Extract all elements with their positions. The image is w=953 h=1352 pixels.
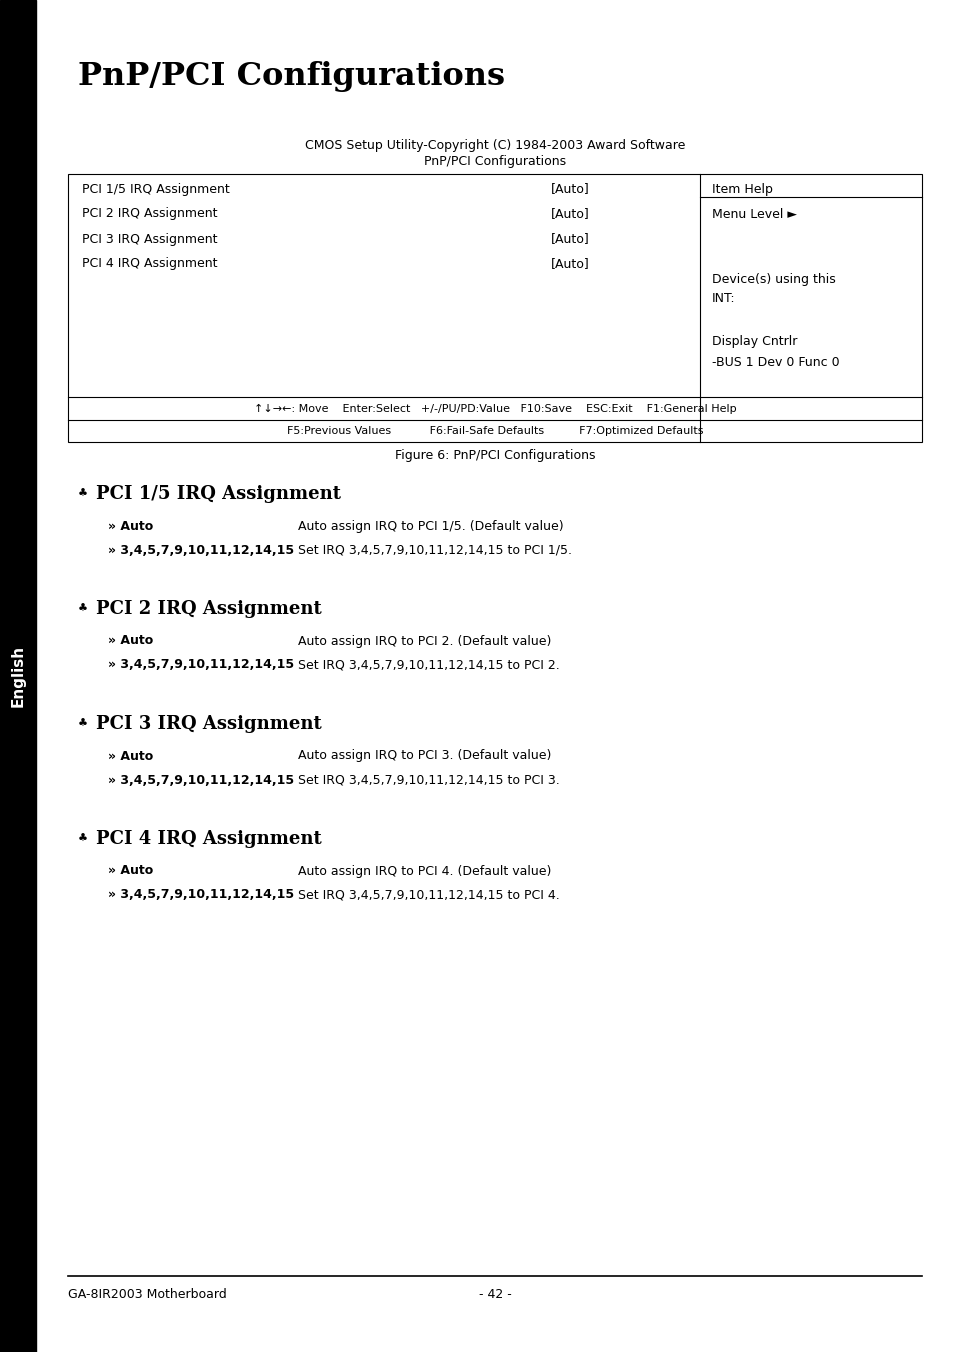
Text: PCI 4 IRQ Assignment: PCI 4 IRQ Assignment — [96, 830, 321, 848]
Text: » Auto: » Auto — [108, 864, 153, 877]
Text: CMOS Setup Utility-Copyright (C) 1984-2003 Award Software: CMOS Setup Utility-Copyright (C) 1984-20… — [305, 138, 684, 151]
Text: [Auto]: [Auto] — [550, 207, 589, 220]
Text: PnP/PCI Configurations: PnP/PCI Configurations — [78, 61, 504, 92]
Text: » 3,4,5,7,9,10,11,12,14,15: » 3,4,5,7,9,10,11,12,14,15 — [108, 658, 294, 672]
Text: PCI 1/5 IRQ Assignment: PCI 1/5 IRQ Assignment — [82, 183, 230, 196]
Text: [Auto]: [Auto] — [550, 233, 589, 246]
Text: English: English — [10, 645, 26, 707]
Text: PCI 3 IRQ Assignment: PCI 3 IRQ Assignment — [82, 233, 217, 246]
Text: » Auto: » Auto — [108, 634, 153, 648]
Text: PnP/PCI Configurations: PnP/PCI Configurations — [423, 155, 565, 169]
Text: Auto assign IRQ to PCI 2. (Default value): Auto assign IRQ to PCI 2. (Default value… — [297, 634, 551, 648]
Text: » 3,4,5,7,9,10,11,12,14,15: » 3,4,5,7,9,10,11,12,14,15 — [108, 544, 294, 557]
Text: Set IRQ 3,4,5,7,9,10,11,12,14,15 to PCI 3.: Set IRQ 3,4,5,7,9,10,11,12,14,15 to PCI … — [297, 773, 559, 787]
Text: Device(s) using this: Device(s) using this — [711, 273, 835, 285]
Text: Auto assign IRQ to PCI 1/5. (Default value): Auto assign IRQ to PCI 1/5. (Default val… — [297, 519, 563, 533]
Text: F5:Previous Values           F6:Fail-Safe Defaults          F7:Optimized Default: F5:Previous Values F6:Fail-Safe Defaults… — [287, 426, 702, 435]
Text: Display Cntrlr: Display Cntrlr — [711, 335, 797, 349]
Text: PCI 2 IRQ Assignment: PCI 2 IRQ Assignment — [82, 207, 217, 220]
Text: Menu Level ►: Menu Level ► — [711, 207, 796, 220]
Text: » Auto: » Auto — [108, 749, 153, 763]
Text: Set IRQ 3,4,5,7,9,10,11,12,14,15 to PCI 1/5.: Set IRQ 3,4,5,7,9,10,11,12,14,15 to PCI … — [297, 544, 572, 557]
Text: » 3,4,5,7,9,10,11,12,14,15: » 3,4,5,7,9,10,11,12,14,15 — [108, 888, 294, 902]
Text: ♣: ♣ — [78, 604, 88, 614]
Text: ♣: ♣ — [78, 719, 88, 729]
Text: PCI 3 IRQ Assignment: PCI 3 IRQ Assignment — [96, 715, 321, 733]
Text: Item Help: Item Help — [711, 183, 772, 196]
Text: [Auto]: [Auto] — [550, 183, 589, 196]
Text: Figure 6: PnP/PCI Configurations: Figure 6: PnP/PCI Configurations — [395, 449, 595, 462]
Text: GA-8IR2003 Motherboard: GA-8IR2003 Motherboard — [68, 1287, 227, 1301]
Text: [Auto]: [Auto] — [550, 257, 589, 270]
Text: » 3,4,5,7,9,10,11,12,14,15: » 3,4,5,7,9,10,11,12,14,15 — [108, 773, 294, 787]
Text: PCI 2 IRQ Assignment: PCI 2 IRQ Assignment — [96, 600, 321, 618]
Text: Set IRQ 3,4,5,7,9,10,11,12,14,15 to PCI 4.: Set IRQ 3,4,5,7,9,10,11,12,14,15 to PCI … — [297, 888, 559, 902]
Bar — [0, 0, 36, 1352]
Text: Set IRQ 3,4,5,7,9,10,11,12,14,15 to PCI 2.: Set IRQ 3,4,5,7,9,10,11,12,14,15 to PCI … — [297, 658, 559, 672]
Text: Auto assign IRQ to PCI 3. (Default value): Auto assign IRQ to PCI 3. (Default value… — [297, 749, 551, 763]
Text: PCI 1/5 IRQ Assignment: PCI 1/5 IRQ Assignment — [96, 485, 340, 503]
Text: -BUS 1 Dev 0 Func 0: -BUS 1 Dev 0 Func 0 — [711, 356, 839, 369]
Text: » Auto: » Auto — [108, 519, 153, 533]
Text: ↑↓→←: Move    Enter:Select   +/-/PU/PD:Value   F10:Save    ESC:Exit    F1:Genera: ↑↓→←: Move Enter:Select +/-/PU/PD:Value … — [253, 404, 736, 414]
Text: INT:: INT: — [711, 292, 735, 306]
Text: ♣: ♣ — [78, 834, 88, 844]
Text: Auto assign IRQ to PCI 4. (Default value): Auto assign IRQ to PCI 4. (Default value… — [297, 864, 551, 877]
Text: ♣: ♣ — [78, 489, 88, 499]
Text: PCI 4 IRQ Assignment: PCI 4 IRQ Assignment — [82, 257, 217, 270]
Text: - 42 -: - 42 - — [478, 1287, 511, 1301]
Bar — [68, 174, 921, 442]
